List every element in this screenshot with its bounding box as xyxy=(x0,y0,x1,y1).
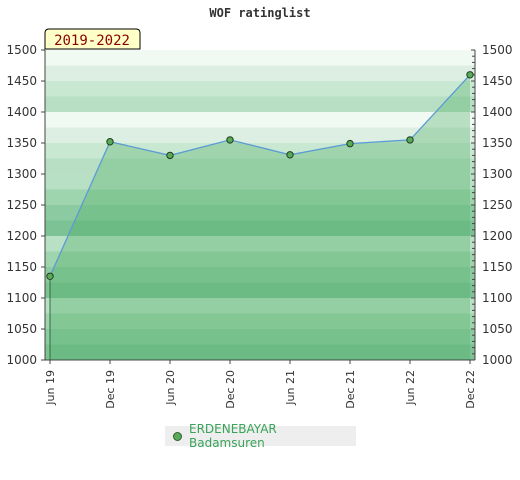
data-point xyxy=(286,151,294,159)
data-point xyxy=(346,139,354,148)
legend-marker xyxy=(173,431,182,441)
background-band xyxy=(45,344,475,360)
background-bands xyxy=(45,50,475,360)
y-tick-label-right: 1450 xyxy=(482,74,513,88)
y-tick-label-right: 1250 xyxy=(482,198,513,212)
y-tick-label-right: 1200 xyxy=(482,229,513,243)
background-band xyxy=(45,313,475,329)
data-point xyxy=(106,138,114,146)
y-axis-right: 1000 1050 1100 1150 1200 1250 1300 1350 1400 1450… xyxy=(471,43,513,367)
y-tick-label-left: 1100 xyxy=(6,291,37,305)
y-tick-label-left: 1400 xyxy=(6,105,37,119)
background-band xyxy=(45,158,475,174)
data-point xyxy=(466,71,474,79)
data-point xyxy=(226,136,234,144)
x-tick-label: Dec 22 xyxy=(464,370,477,409)
x-tick-label: Jun 21 xyxy=(284,370,297,406)
y-tick-label-right: 1000 xyxy=(482,353,513,367)
series-line xyxy=(49,74,471,277)
y-tick-label-left: 1200 xyxy=(6,229,37,243)
background-band xyxy=(45,65,475,81)
background-band xyxy=(45,127,475,143)
y-tick-label-right: 1050 xyxy=(482,322,513,336)
period-label-background xyxy=(44,28,141,50)
x-tick-label: Jun 19 xyxy=(44,370,57,406)
y-tick-label-right: 1100 xyxy=(482,291,513,305)
data-point xyxy=(46,272,54,280)
y-tick-label-left: 1350 xyxy=(6,136,37,150)
y-tick-label-left: 1250 xyxy=(6,198,37,212)
background-band xyxy=(45,174,475,190)
y-tick-label-left: 1450 xyxy=(6,74,37,88)
period-label-box: 2019-2022 xyxy=(44,28,141,50)
y-tick-label-left: 1150 xyxy=(6,260,37,274)
y-tick-label-left: 1050 xyxy=(6,322,37,336)
background-band xyxy=(45,251,475,267)
background-band xyxy=(45,282,475,298)
background-band xyxy=(45,50,475,66)
x-tick-label: Dec 19 xyxy=(104,370,117,409)
period-label: 2019-2022 xyxy=(54,33,130,49)
series-area xyxy=(50,74,470,361)
y-tick-label-left: 1300 xyxy=(6,167,37,181)
chart-title: WOF ratinglist xyxy=(209,6,311,20)
background-band xyxy=(45,96,475,112)
background-band xyxy=(45,329,475,345)
background-band xyxy=(45,81,475,97)
x-tick-label: Dec 20 xyxy=(224,370,237,409)
y-tick-label-right: 1350 xyxy=(482,136,513,150)
background-band xyxy=(45,112,475,128)
x-tick-label: Jun 20 xyxy=(164,370,177,406)
background-band xyxy=(45,267,475,283)
data-points xyxy=(46,71,474,280)
background-band xyxy=(45,205,475,221)
data-point xyxy=(406,136,414,144)
x-tick-label: Jun 22 xyxy=(404,370,417,406)
background-band xyxy=(45,220,475,236)
x-axis: Jun 19 Dec 19 Jun 20 Dec 20 Jun 21 Dec 21 Jun … xyxy=(44,359,477,409)
y-tick-label-left: 1500 xyxy=(6,43,37,57)
data-point xyxy=(166,151,174,160)
area-layer xyxy=(49,74,471,361)
background-band xyxy=(45,143,475,159)
y-tick-label-right: 1300 xyxy=(482,167,513,181)
background-band xyxy=(45,236,475,252)
background-band xyxy=(45,189,475,205)
y-tick-label-left: 1000 xyxy=(6,353,37,367)
y-tick-label-right: 1150 xyxy=(482,260,513,274)
y-tick-label-right: 1500 xyxy=(482,43,513,57)
x-tick-label: Dec 21 xyxy=(344,370,357,409)
background-band xyxy=(45,298,475,314)
legend-series-name: ERDENEBAYAR Badamsuren xyxy=(188,422,277,450)
y-tick-label-right: 1400 xyxy=(482,105,513,119)
legend: ERDENEBAYAR Badamsuren xyxy=(165,422,356,450)
y-axis-left: 1000 1050 1100 1150 1200 1250 1300 1350 1400 1450… xyxy=(6,43,46,367)
